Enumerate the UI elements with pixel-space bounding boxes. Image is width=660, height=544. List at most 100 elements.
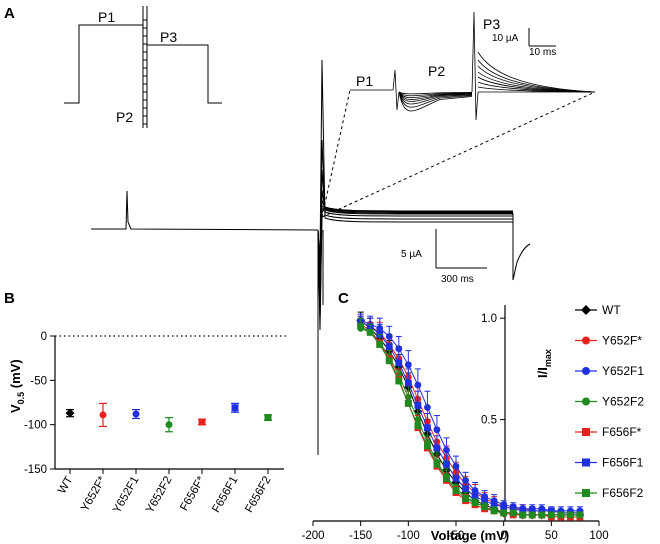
current-trace-tail [512,213,531,281]
inset-p2-label: P2 [428,63,445,79]
protocol-p1-label: P1 [98,9,115,25]
legend-item: F656F1 [575,456,644,470]
current-trace-step [317,169,513,281]
chart-c-point [433,460,441,468]
chart-c-point [481,497,488,505]
chart-c-point [519,511,527,519]
chart-c-legend: WT Y652F* Y652F1 Y652F2 F656F* F656F1 F656F2 [575,303,644,500]
chart-b-x-tick-label: F656F1 [210,475,240,515]
chart-c-point [452,475,460,482]
legend-label: Y652F2 [602,395,644,409]
legend-marker [582,428,590,436]
chart-c-x-axis-title: Voltage (mV) [431,528,510,543]
legend-marker [582,489,590,497]
chart-c-point [567,511,574,519]
zoom-guide-right [321,91,596,218]
protocol-p1-step [64,24,143,104]
chart-b-x-tick-label: F656F2 [243,475,273,515]
chart-c-series [356,311,585,521]
chart-c-point [395,359,403,367]
legend-label: F656F* [602,425,642,439]
inset-trace-p2 [398,91,473,102]
inset-trace-p2 [398,91,473,99]
chart-c-point [443,460,450,468]
inset-trace-p2 [398,91,473,112]
chart-c-point [366,328,374,336]
chart-c-series-group [357,317,584,519]
chart-c-point [471,499,479,507]
inset-trace-p2 [398,91,473,95]
inset-scale-current-label: 10 µA [492,33,519,44]
chart-c-x-tick-label: -50 [448,530,465,542]
chart-c-point [576,511,584,519]
chart-c-point [528,507,536,515]
chart-b-x-tick-label: WT [56,475,75,496]
chart-b-point [99,411,107,419]
chart-c-point [509,505,517,513]
panel-label-a: A [4,5,15,22]
voltage-protocol [64,6,222,128]
legend-marker [581,305,591,315]
chart-b-points [65,402,272,433]
inset-scale-time-label: 10 ms [529,47,556,58]
inset-trace-p2 [398,91,473,108]
chart-c-y-ticks: 0.5 1.0 [481,313,505,427]
chart-b-y-tick-label: -150 [24,464,47,476]
chart-c-point [519,507,527,515]
inset-trace-p2 [398,91,473,100]
legend-marker [582,397,590,406]
main-scale-time-label: 300 ms [441,274,474,285]
chart-c-series-line [360,319,580,512]
chart-b-point [231,404,239,412]
chart-c-point [414,422,422,430]
chart-c-ylabel-sub: max [543,349,553,367]
chart-v05: 0-50-100-150 WT Y652F* Y652F1 Y652F2 F656F* F… [8,331,286,515]
inset-trace-p2 [398,91,473,105]
chart-c-point [443,475,450,482]
chart-c-x-tick-label: -100 [397,530,420,542]
chart-b-x-tick-label: F656F* [178,474,208,513]
chart-b-y-axis-title: V0.5 (mV) [8,359,26,413]
chart-b-x-tick-label: Y652F1 [111,475,142,516]
chart-c-x-tick-label: -200 [301,530,324,542]
chart-c-point [443,446,450,454]
current-traces [91,59,531,455]
chart-c-point [557,511,565,519]
inset-p1-label: P1 [356,73,373,89]
legend-marker [582,458,590,467]
zoom-guide-left [321,89,351,218]
panel-label-b: B [4,290,15,307]
protocol-voltage-steps [143,19,147,125]
chart-c-point [547,511,555,519]
inset-trace-p2 [398,91,473,97]
inset-scale-bar [528,28,556,47]
chart-c-point [528,511,536,519]
chart-c-point [424,424,431,432]
chart-c-point [424,404,431,411]
chart-c-point [376,341,384,348]
chart-c-point [414,381,422,389]
chart-b-point [198,418,206,426]
current-trace-step [317,189,513,291]
protocol-p2-label: P2 [116,109,133,125]
chart-b-x-tick-label: Y652F* [79,474,109,514]
legend-marker [582,367,590,375]
chart-c-point [433,426,441,434]
inset-trace-p3 [477,51,596,93]
panel-label-c: C [338,290,349,307]
legend-item: WT [575,303,621,317]
chart-c-ylabel-main: I/I [535,367,550,378]
protocol-p3-step [147,44,222,104]
chart-c-x-tick-label: -150 [349,530,372,542]
inset-current-traces [350,11,596,121]
legend-item: Y652F1 [575,364,644,378]
legend-item: F656F2 [575,486,644,500]
chart-c-point [452,487,460,494]
current-trace-baseline [91,190,319,231]
chart-c-point [490,501,498,509]
protocol-p3-label: P3 [160,29,177,45]
chart-c-point [385,343,393,350]
chart-b-y-tick-label: -100 [24,420,47,432]
chart-inactivation: -200 -150 -100 -50 0 50 100 0.5 1.0 Voltage (mV… [301,305,609,543]
